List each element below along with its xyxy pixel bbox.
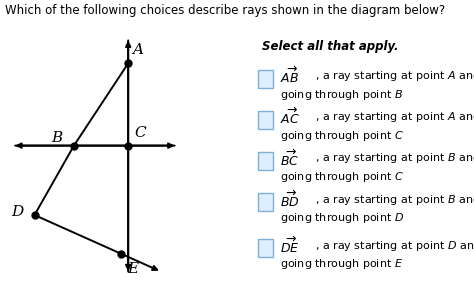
Text: E: E: [128, 262, 139, 276]
Text: going through point $\mathit{D}$: going through point $\mathit{D}$: [280, 211, 404, 225]
Bar: [258, 152, 273, 170]
Text: , a ray starting at point $\mathit{A}$ and: , a ray starting at point $\mathit{A}$ a…: [315, 110, 474, 124]
Text: A: A: [133, 43, 144, 57]
Bar: [258, 111, 273, 129]
Text: $\overrightarrow{BD}$: $\overrightarrow{BD}$: [280, 190, 299, 210]
Text: Select all that apply.: Select all that apply.: [262, 40, 399, 53]
Text: going through point $\mathit{C}$: going through point $\mathit{C}$: [280, 129, 403, 143]
Text: $\overrightarrow{BC}$: $\overrightarrow{BC}$: [280, 148, 299, 169]
Text: $\overrightarrow{DE}$: $\overrightarrow{DE}$: [280, 236, 299, 256]
Text: D: D: [11, 205, 23, 219]
Text: , a ray starting at point $\mathit{A}$ and: , a ray starting at point $\mathit{A}$ a…: [315, 69, 474, 83]
Text: , a ray starting at point $\mathit{B}$ and: , a ray starting at point $\mathit{B}$ a…: [315, 152, 474, 165]
Text: $\overrightarrow{AB}$: $\overrightarrow{AB}$: [280, 66, 299, 86]
Text: $\overrightarrow{AC}$: $\overrightarrow{AC}$: [280, 107, 300, 127]
Bar: [258, 193, 273, 211]
Text: going through point $\mathit{B}$: going through point $\mathit{B}$: [280, 88, 403, 102]
Text: C: C: [135, 126, 146, 140]
Text: Which of the following choices describe rays shown in the diagram below?: Which of the following choices describe …: [5, 4, 445, 17]
Text: B: B: [51, 131, 62, 145]
Text: , a ray starting at point $\mathit{D}$ and: , a ray starting at point $\mathit{D}$ a…: [315, 239, 474, 253]
Text: going through point $\mathit{C}$: going through point $\mathit{C}$: [280, 170, 403, 184]
Text: going through point $\mathit{E}$: going through point $\mathit{E}$: [280, 257, 403, 271]
Bar: [258, 239, 273, 257]
Bar: [258, 70, 273, 88]
Text: , a ray starting at point $\mathit{B}$ and: , a ray starting at point $\mathit{B}$ a…: [315, 193, 474, 207]
